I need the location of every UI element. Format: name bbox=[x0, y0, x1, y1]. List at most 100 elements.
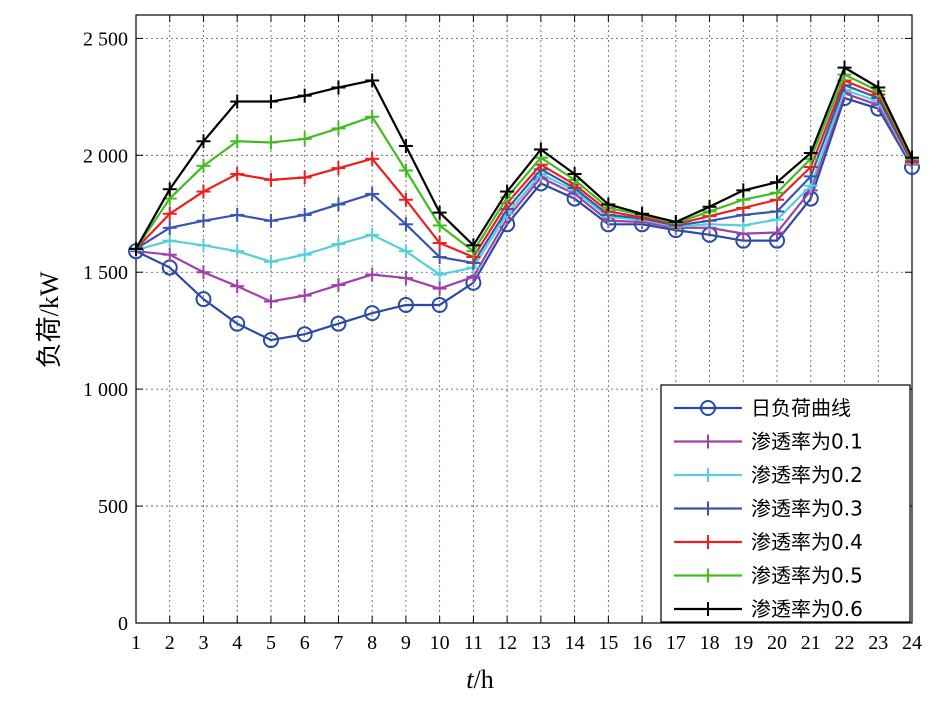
data-point-plus bbox=[263, 172, 278, 187]
data-point-plus bbox=[162, 206, 177, 221]
x-tick-label: 2 bbox=[165, 632, 175, 654]
legend-label: 渗透率为0.2 bbox=[751, 463, 863, 487]
legend-item: 日负荷曲线 bbox=[674, 396, 851, 420]
y-tick-label: 0 bbox=[118, 613, 128, 635]
legend-label: 渗透率为0.4 bbox=[751, 530, 863, 554]
x-tick-label: 14 bbox=[565, 632, 585, 654]
y-axis-label: 负荷/kW bbox=[35, 271, 64, 368]
x-tick-label: 7 bbox=[333, 632, 343, 654]
data-point-circle bbox=[431, 296, 448, 313]
x-tick-label: 18 bbox=[700, 632, 720, 654]
data-point-plus bbox=[365, 267, 380, 282]
data-point-plus bbox=[770, 175, 785, 190]
data-point-plus bbox=[398, 192, 413, 207]
legend-marker bbox=[701, 602, 715, 616]
data-point-plus bbox=[263, 135, 278, 150]
data-point-plus bbox=[297, 207, 312, 222]
data-point-plus bbox=[263, 213, 278, 228]
data-point-plus bbox=[770, 204, 785, 219]
data-point-plus bbox=[297, 170, 312, 185]
data-point-plus bbox=[398, 271, 413, 286]
data-point-plus bbox=[398, 217, 413, 232]
data-point-plus bbox=[601, 197, 616, 212]
data-point-plus bbox=[331, 121, 346, 136]
data-point-circle bbox=[397, 296, 414, 313]
data-point-plus bbox=[162, 220, 177, 235]
data-point-plus bbox=[635, 206, 650, 221]
data-point-plus bbox=[871, 80, 886, 95]
data-point-plus bbox=[263, 294, 278, 309]
data-point-plus bbox=[196, 184, 211, 199]
data-point-plus bbox=[365, 151, 380, 166]
x-tick-label: 17 bbox=[666, 632, 686, 654]
x-tick-label: 8 bbox=[367, 632, 377, 654]
legend-label: 日负荷曲线 bbox=[751, 396, 851, 420]
plot-frame bbox=[135, 14, 913, 624]
legend-item: 渗透率为0.2 bbox=[674, 463, 863, 487]
data-point-plus bbox=[365, 186, 380, 201]
data-point-plus bbox=[533, 142, 548, 157]
series-1 bbox=[128, 90, 920, 349]
data-point-plus bbox=[398, 138, 413, 153]
data-point-plus bbox=[162, 247, 177, 262]
data-point-plus bbox=[230, 94, 245, 109]
x-tick-label: 20 bbox=[767, 632, 787, 654]
data-point-plus bbox=[466, 238, 481, 253]
data-point-plus bbox=[365, 227, 380, 242]
y-tick-label: 2 000 bbox=[83, 145, 128, 167]
x-tick-label: 22 bbox=[835, 632, 855, 654]
data-point-plus bbox=[196, 265, 211, 280]
y-tick-label: 500 bbox=[98, 496, 128, 518]
data-point-plus bbox=[263, 94, 278, 109]
data-point-plus bbox=[432, 236, 447, 250]
data-point-plus bbox=[500, 184, 515, 199]
data-point-plus bbox=[196, 158, 211, 173]
data-point-plus bbox=[567, 167, 582, 182]
data-point-plus bbox=[162, 233, 177, 248]
data-point-plus bbox=[365, 73, 380, 88]
legend-marker bbox=[701, 568, 715, 583]
legend-item: 渗透率为0.6 bbox=[674, 597, 863, 621]
data-point-plus bbox=[331, 161, 346, 176]
x-tick-label: 6 bbox=[300, 632, 310, 654]
x-tick-label: 5 bbox=[266, 632, 276, 654]
series-line bbox=[135, 92, 913, 303]
legend-item: 渗透率为0.1 bbox=[674, 430, 863, 454]
data-point-plus bbox=[837, 60, 852, 75]
y-tick-label: 1 500 bbox=[83, 262, 128, 284]
data-point-plus bbox=[162, 182, 177, 197]
data-point-circle bbox=[195, 291, 212, 308]
x-tick-label: 9 bbox=[401, 632, 411, 654]
data-point-plus bbox=[736, 183, 751, 198]
y-tick-label: 1 000 bbox=[83, 379, 128, 401]
x-tick-label: 4 bbox=[232, 632, 242, 654]
data-series bbox=[128, 60, 920, 349]
legend-label: 渗透率为0.5 bbox=[751, 564, 863, 588]
y-tick-labels: 0 500 1 000 1 500 2 000 2 500 bbox=[83, 28, 128, 635]
legend-item: 渗透率为0.5 bbox=[674, 564, 863, 588]
x-tick-label: 16 bbox=[632, 632, 652, 654]
data-point-plus bbox=[331, 237, 346, 252]
legend-marker bbox=[700, 400, 716, 416]
legend-label: 渗透率为0.1 bbox=[751, 430, 863, 454]
data-point-plus bbox=[331, 80, 346, 95]
y-tick-label: 2 500 bbox=[83, 28, 128, 50]
x-tick-label: 11 bbox=[464, 632, 483, 654]
x-tick-labels: 1 2 3 4 5 6 7 8 9 10 11 12 13 14 15 16 17 18 19 20 21 22 23 24 bbox=[131, 632, 922, 654]
data-point-plus bbox=[297, 288, 312, 303]
data-point-plus bbox=[230, 134, 245, 149]
legend-label: 渗透率为0.3 bbox=[751, 497, 863, 521]
data-point-plus bbox=[297, 131, 312, 146]
legend-item: 渗透率为0.4 bbox=[674, 530, 863, 554]
data-point-plus bbox=[230, 244, 245, 259]
x-tick-label: 3 bbox=[198, 632, 208, 654]
data-point-plus bbox=[196, 213, 211, 228]
x-tick-label: 15 bbox=[598, 632, 618, 654]
x-axis-label-italic: t bbox=[466, 665, 474, 694]
x-tick-label: 23 bbox=[868, 632, 888, 654]
data-point-plus bbox=[230, 207, 245, 222]
data-point-circle bbox=[330, 315, 347, 332]
data-point-plus bbox=[432, 218, 447, 233]
